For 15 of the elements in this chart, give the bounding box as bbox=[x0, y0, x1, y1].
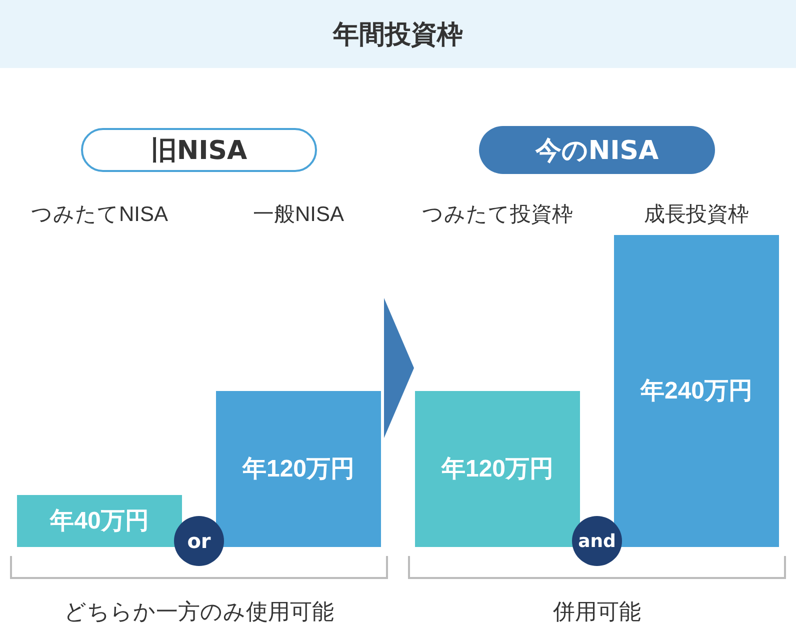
data-label: 年240万円 bbox=[639, 378, 753, 404]
x-tick-label: つみたてNISA bbox=[30, 203, 168, 226]
x-tick-label: つみたて投資枠 bbox=[422, 203, 573, 226]
x-tick-label: 成長投資枠 bbox=[644, 203, 749, 226]
text: 併用可能 bbox=[553, 599, 641, 627]
text: 今のNISA bbox=[479, 126, 715, 174]
annotation: and bbox=[572, 516, 622, 566]
chart-title: 年間投資枠 bbox=[0, 0, 796, 68]
data-label: 年120万円 bbox=[241, 456, 355, 482]
annotation: or bbox=[174, 516, 224, 566]
data-label: 年120万円 bbox=[440, 456, 554, 482]
data-label: 年40万円 bbox=[49, 508, 149, 534]
text: どちらか一方のみ使用可能 bbox=[64, 599, 334, 627]
text: 旧NISA bbox=[81, 128, 317, 172]
x-tick-label: 一般NISA bbox=[252, 203, 344, 226]
